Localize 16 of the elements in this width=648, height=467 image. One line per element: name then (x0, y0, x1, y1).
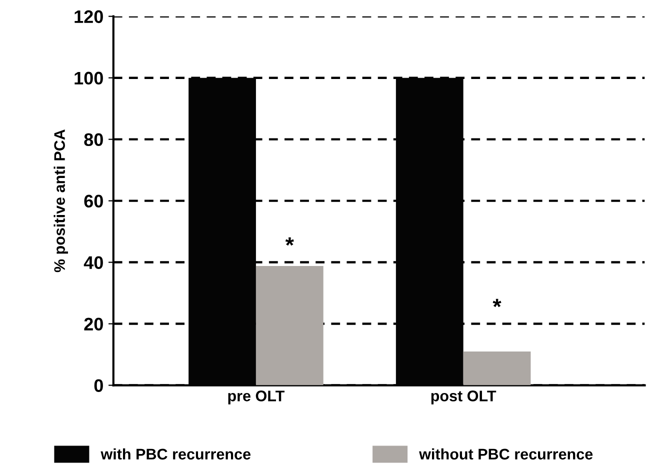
y-tick-label: 60 (84, 194, 103, 208)
y-tick-label: 40 (84, 256, 103, 270)
annotation: * (285, 237, 294, 246)
annotation: * (492, 298, 502, 308)
y-tick-label: 100 (74, 72, 103, 85)
bar (256, 266, 324, 386)
legend-label: without PBC recurrence (419, 448, 593, 460)
y-tick-label: 20 (84, 318, 103, 331)
x-tick-label: post OLT (431, 390, 496, 404)
x-tick-label: pre OLT (228, 390, 285, 404)
y-tick-label: 0 (94, 379, 103, 392)
y-tick-label: 120 (74, 10, 103, 24)
bar (463, 351, 531, 386)
y-tick-label: 80 (84, 133, 103, 146)
legend-label: with PBC recurrence (100, 448, 250, 460)
y-axis-title: % positive anti PCA (54, 129, 68, 272)
